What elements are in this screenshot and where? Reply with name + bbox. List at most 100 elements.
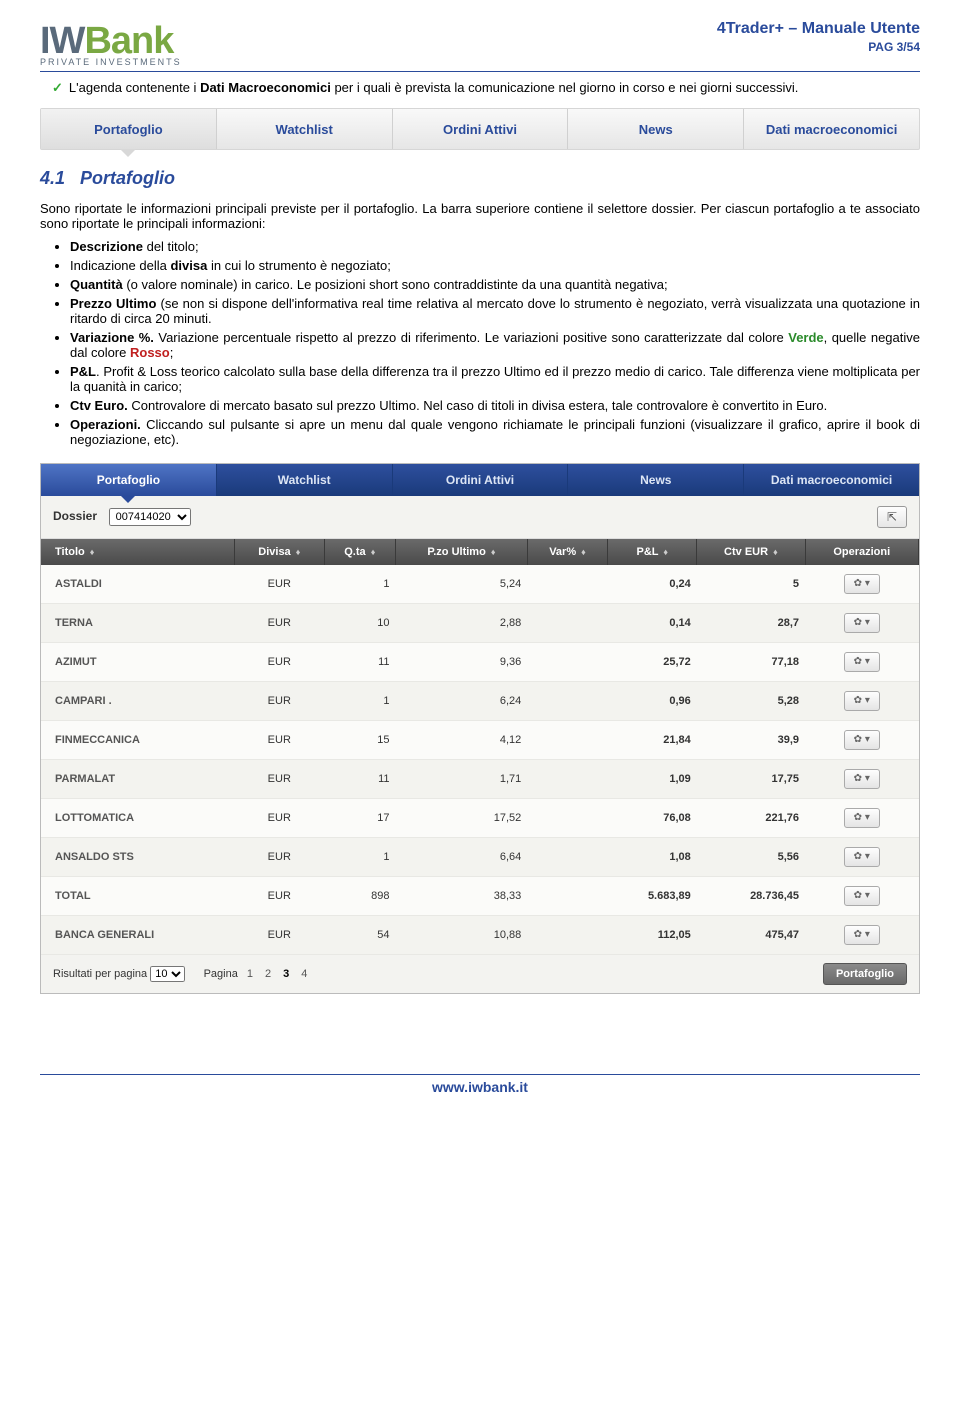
page-link[interactable]: 4: [301, 968, 307, 980]
cell-ops: ✿ ▾: [805, 760, 919, 799]
logo-bank: Bank: [84, 20, 173, 62]
gear-icon[interactable]: ✿ ▾: [844, 769, 880, 789]
gear-icon[interactable]: ✿ ▾: [844, 886, 880, 906]
bullet-item: Prezzo Ultimo (se non si dispone dell'in…: [70, 296, 920, 326]
col-header[interactable]: Q.ta ♦: [324, 539, 396, 565]
cell-var: [527, 604, 607, 643]
cell-divisa: EUR: [235, 643, 324, 682]
cell-prezzo: 2,88: [396, 604, 528, 643]
gear-icon[interactable]: ✿ ▾: [844, 925, 880, 945]
gear-icon[interactable]: ✿ ▾: [844, 652, 880, 672]
col-header[interactable]: P&L ♦: [608, 539, 697, 565]
cell-qta: 898: [324, 877, 396, 916]
check-icon: ✓: [52, 80, 63, 95]
table-row: CAMPARI .EUR16,240,965,28✿ ▾: [41, 682, 919, 721]
cell-var: [527, 565, 607, 604]
cell-var: [527, 721, 607, 760]
tab-portafoglio[interactable]: Portafoglio: [41, 109, 217, 149]
cell-prezzo: 10,88: [396, 916, 528, 955]
table-row: BANCA GENERALIEUR5410,88112,05475,47✿ ▾: [41, 916, 919, 955]
cell-pl: 25,72: [608, 643, 697, 682]
cell-ctv: 28.736,45: [697, 877, 805, 916]
col-header[interactable]: Divisa ♦: [235, 539, 324, 565]
cell-ops: ✿ ▾: [805, 838, 919, 877]
cell-qta: 1: [324, 838, 396, 877]
gear-icon[interactable]: ✿ ▾: [844, 847, 880, 867]
tab-watchlist[interactable]: Watchlist: [217, 109, 393, 149]
tab2-news[interactable]: News: [568, 464, 744, 496]
cell-titolo: BANCA GENERALI: [41, 916, 235, 955]
cell-ops: ✿ ▾: [805, 721, 919, 760]
footer-url: www.iwbank.it: [432, 1079, 528, 1095]
cell-ops: ✿ ▾: [805, 877, 919, 916]
cell-var: [527, 877, 607, 916]
tab-news[interactable]: News: [568, 109, 744, 149]
cell-titolo: TOTAL: [41, 877, 235, 916]
col-header[interactable]: P.zo Ultimo ♦: [396, 539, 528, 565]
table-row: FINMECCANICAEUR154,1221,8439,9✿ ▾: [41, 721, 919, 760]
cell-qta: 1: [324, 682, 396, 721]
cell-prezzo: 5,24: [396, 565, 528, 604]
col-header[interactable]: Var% ♦: [527, 539, 607, 565]
table-row: PARMALATEUR111,711,0917,75✿ ▾: [41, 760, 919, 799]
cell-ctv: 475,47: [697, 916, 805, 955]
cell-divisa: EUR: [235, 877, 324, 916]
cell-ops: ✿ ▾: [805, 643, 919, 682]
tab-ordini-attivi[interactable]: Ordini Attivi: [393, 109, 569, 149]
table-row: TERNAEUR102,880,1428,7✿ ▾: [41, 604, 919, 643]
cell-qta: 54: [324, 916, 396, 955]
gear-icon[interactable]: ✿ ▾: [844, 691, 880, 711]
portafoglio-button[interactable]: Portafoglio: [823, 963, 907, 985]
gear-icon[interactable]: ✿ ▾: [844, 574, 880, 594]
cell-var: [527, 799, 607, 838]
cell-pl: 0,96: [608, 682, 697, 721]
cell-var: [527, 916, 607, 955]
cell-titolo: ASTALDI: [41, 565, 235, 604]
gear-icon[interactable]: ✿ ▾: [844, 730, 880, 750]
cell-prezzo: 9,36: [396, 643, 528, 682]
col-header[interactable]: Titolo ♦: [41, 539, 235, 565]
bullet-item: P&L. Profit & Loss teorico calcolato sul…: [70, 364, 920, 394]
col-header[interactable]: Operazioni: [805, 539, 919, 565]
cell-ops: ✿ ▾: [805, 604, 919, 643]
cell-titolo: TERNA: [41, 604, 235, 643]
cell-divisa: EUR: [235, 565, 324, 604]
gear-icon[interactable]: ✿ ▾: [844, 613, 880, 633]
popout-icon[interactable]: ⇱: [877, 506, 907, 528]
tab2-ordini[interactable]: Ordini Attivi: [393, 464, 569, 496]
cell-ctv: 5,56: [697, 838, 805, 877]
bullet-item: Ctv Euro. Controvalore di mercato basato…: [70, 398, 920, 413]
portafoglio-screenshot: Portafoglio Watchlist Ordini Attivi News…: [40, 463, 920, 994]
cell-ctv: 5: [697, 565, 805, 604]
bullet-list: Descrizione del titolo;Indicazione della…: [70, 239, 920, 447]
cell-titolo: LOTTOMATICA: [41, 799, 235, 838]
cell-qta: 15: [324, 721, 396, 760]
cell-prezzo: 38,33: [396, 877, 528, 916]
cell-ctv: 28,7: [697, 604, 805, 643]
cell-pl: 0,24: [608, 565, 697, 604]
gear-icon[interactable]: ✿ ▾: [844, 808, 880, 828]
page-link[interactable]: 2: [265, 968, 271, 980]
col-header[interactable]: Ctv EUR ♦: [697, 539, 805, 565]
logo: IWBank PRIVATE INVESTMENTS: [40, 20, 182, 67]
rpp-select[interactable]: 10: [150, 966, 185, 982]
cell-prezzo: 1,71: [396, 760, 528, 799]
cell-pl: 1,08: [608, 838, 697, 877]
cell-prezzo: 4,12: [396, 721, 528, 760]
page-link[interactable]: 3: [283, 968, 289, 980]
dossier-select[interactable]: 007414020: [109, 508, 191, 526]
tab2-portafoglio[interactable]: Portafoglio: [41, 464, 217, 496]
dossier-label: Dossier: [53, 509, 97, 523]
tabbar-screenshot-2: Portafoglio Watchlist Ordini Attivi News…: [41, 464, 919, 496]
tab-dati-macro[interactable]: Dati macroeconomici: [744, 109, 919, 149]
page-link[interactable]: 1: [247, 968, 253, 980]
table-row: ASTALDIEUR15,240,245✿ ▾: [41, 565, 919, 604]
page-label: Pagina: [204, 968, 238, 980]
table-row: TOTALEUR89838,335.683,8928.736,45✿ ▾: [41, 877, 919, 916]
cell-qta: 11: [324, 760, 396, 799]
section-heading: 4.1 Portafoglio: [40, 168, 920, 189]
tab2-macro[interactable]: Dati macroeconomici: [744, 464, 919, 496]
tab2-watchlist[interactable]: Watchlist: [217, 464, 393, 496]
cell-ctv: 5,28: [697, 682, 805, 721]
cell-ops: ✿ ▾: [805, 799, 919, 838]
